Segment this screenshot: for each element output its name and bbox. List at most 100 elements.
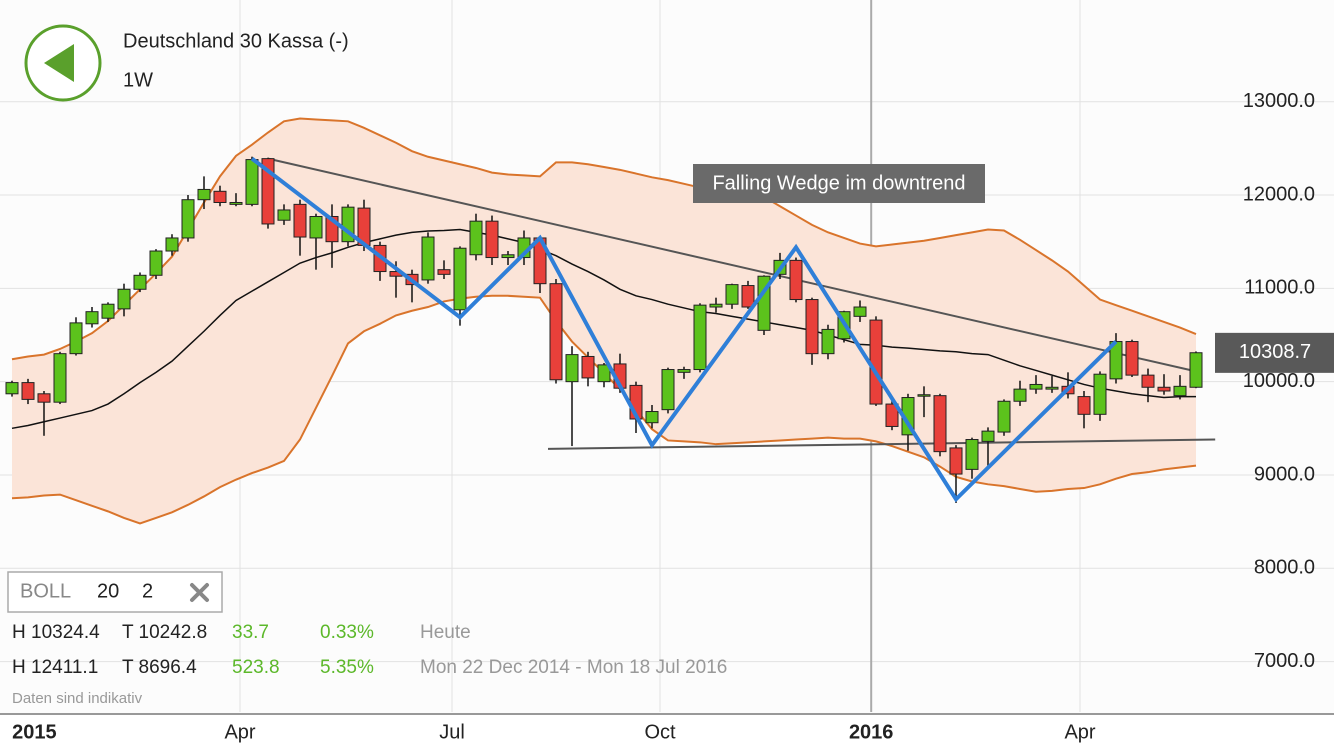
x-axis-bar bbox=[0, 713, 1334, 750]
candle-body bbox=[133, 274, 147, 290]
y-tick-label: 10000.0 bbox=[1243, 370, 1315, 392]
plot-layer bbox=[0, 0, 1334, 712]
stat-value: T 8696.4 bbox=[122, 657, 197, 678]
stat-value: 33.7 bbox=[232, 622, 269, 643]
back-arrow[interactable] bbox=[44, 44, 74, 82]
indicator-period: 20 bbox=[97, 580, 119, 602]
candle-body bbox=[53, 353, 67, 403]
candle-body bbox=[1141, 374, 1155, 388]
candle-body bbox=[597, 364, 611, 383]
candle-body bbox=[165, 237, 179, 252]
candle-body bbox=[997, 400, 1011, 433]
candle-body bbox=[709, 303, 723, 308]
y-tick-label: 9000.0 bbox=[1254, 463, 1315, 485]
candle-body bbox=[309, 215, 323, 239]
y-tick-label: 13000.0 bbox=[1243, 90, 1315, 112]
stat-value: Heute bbox=[420, 622, 471, 643]
indicator-box-frame bbox=[7, 571, 223, 613]
stat-value: 0.33% bbox=[320, 622, 374, 643]
candle-body bbox=[453, 247, 467, 311]
last-price-box bbox=[1215, 332, 1334, 373]
x-tick-label: Jul bbox=[439, 721, 465, 743]
candle-body bbox=[1045, 386, 1059, 390]
y-tick-label: 11000.0 bbox=[1244, 277, 1315, 299]
stat-value: Mon 22 Dec 2014 - Mon 18 Jul 2016 bbox=[420, 657, 727, 678]
candle-body bbox=[1029, 383, 1043, 390]
candle-body bbox=[1077, 396, 1091, 415]
stat-value: 5.35% bbox=[320, 657, 374, 678]
candle-body bbox=[565, 354, 579, 383]
indicator-box[interactable]: BOLL 20 2 bbox=[7, 571, 223, 613]
candle-body bbox=[1125, 341, 1139, 376]
candle-body bbox=[85, 311, 99, 325]
candle-body bbox=[37, 393, 51, 403]
candle-body bbox=[853, 306, 867, 317]
candle-body bbox=[917, 394, 931, 397]
trendline bbox=[547, 438, 1216, 450]
candle-body bbox=[1013, 388, 1027, 402]
candle-body bbox=[213, 190, 227, 203]
candle-body bbox=[421, 236, 435, 281]
instrument-title: Deutschland 30 Kassa (-) bbox=[123, 30, 349, 52]
candle-body bbox=[469, 220, 483, 256]
disclaimer: Daten sind indikativ bbox=[12, 690, 143, 707]
remove-indicator[interactable] bbox=[190, 583, 209, 602]
indicator-name: BOLL bbox=[20, 580, 71, 602]
annotation-text: Falling Wedge im downtrend bbox=[712, 172, 965, 194]
candle-body bbox=[437, 269, 451, 275]
candle-body bbox=[949, 447, 963, 475]
candle-body bbox=[1093, 373, 1107, 415]
y-tick-label: 8000.0 bbox=[1254, 557, 1315, 579]
candle-body bbox=[645, 411, 659, 424]
candle-body bbox=[693, 304, 707, 371]
zigzag bbox=[250, 157, 1118, 503]
candle-body bbox=[117, 288, 131, 310]
candle-body bbox=[1189, 352, 1203, 388]
candle-body bbox=[21, 382, 35, 400]
candle-body bbox=[805, 299, 819, 355]
candle-body bbox=[197, 188, 211, 201]
interval: 1W bbox=[123, 69, 153, 91]
candle-body bbox=[981, 430, 995, 442]
stats: H 10324.4 T 10242.8 33.7 0.33% Heute H 12411.… bbox=[12, 622, 727, 678]
candle-body bbox=[149, 250, 163, 276]
candle-body bbox=[69, 322, 83, 355]
indicator-deviation: 2 bbox=[142, 580, 153, 602]
x-tick-label: 2015 bbox=[12, 721, 57, 743]
candle-body bbox=[277, 209, 291, 221]
x-tick-label: 2016 bbox=[849, 721, 894, 743]
candle-body bbox=[229, 201, 243, 205]
back-button[interactable] bbox=[24, 24, 102, 102]
candle-body bbox=[101, 303, 115, 319]
candle-body bbox=[245, 159, 259, 205]
remove-icon[interactable] bbox=[190, 583, 209, 602]
x-tick-label: Apr bbox=[1064, 721, 1095, 743]
candle-body bbox=[501, 254, 515, 259]
candle-body bbox=[661, 369, 675, 411]
candle-body bbox=[677, 369, 691, 373]
trendline bbox=[267, 157, 1197, 373]
candle-body bbox=[821, 328, 835, 355]
stat-value: H 12411.1 bbox=[12, 657, 98, 678]
y-tick-label: 7000.0 bbox=[1254, 650, 1315, 672]
candle-body bbox=[933, 395, 947, 453]
last-price-label: 10308.7 bbox=[1239, 341, 1311, 363]
candle-body bbox=[965, 439, 979, 470]
x-tick-label: Apr bbox=[224, 721, 255, 743]
candle-body bbox=[181, 199, 195, 239]
candle-body bbox=[869, 319, 883, 405]
candle-body bbox=[581, 355, 595, 379]
annotation-box bbox=[693, 164, 985, 203]
candle-body bbox=[485, 220, 499, 259]
stat-value: T 10242.8 bbox=[122, 622, 207, 643]
candle-body bbox=[1173, 385, 1187, 397]
x-tick-label: Oct bbox=[644, 721, 676, 743]
stat-value: 523.8 bbox=[232, 657, 280, 678]
candle-body bbox=[725, 284, 739, 305]
bollinger-middle bbox=[11, 228, 1196, 430]
y-tick-label: 12000.0 bbox=[1243, 183, 1315, 205]
candle-body bbox=[5, 382, 19, 395]
candle-body bbox=[885, 403, 899, 427]
